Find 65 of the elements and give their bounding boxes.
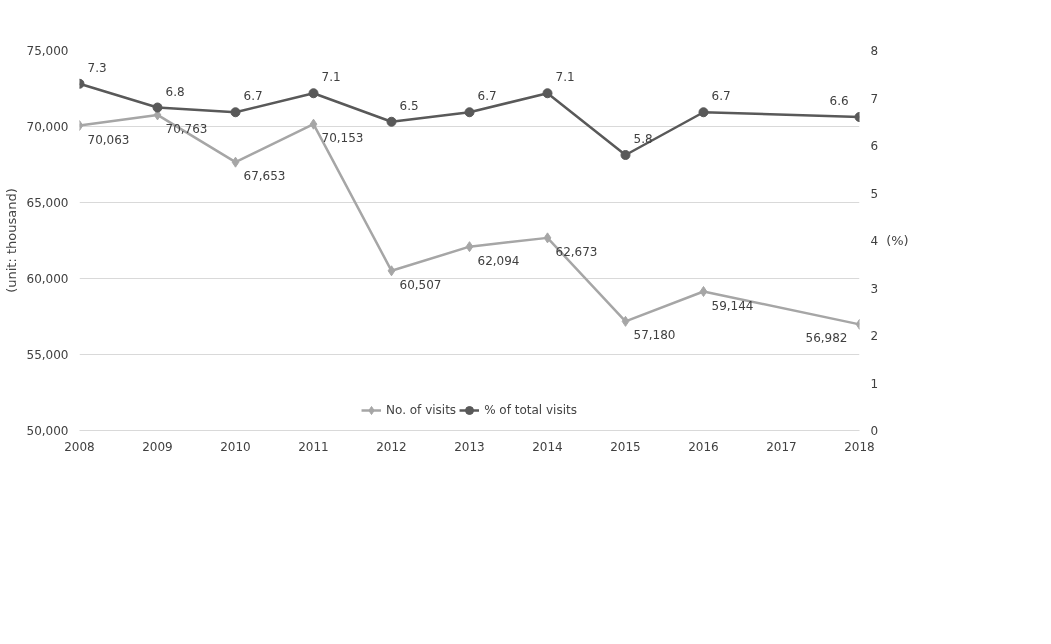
data-label: 6.7 xyxy=(711,89,731,104)
point xyxy=(698,107,709,118)
point xyxy=(542,88,553,99)
data-label: 57,180 xyxy=(633,328,676,343)
x-tick-label: 2010 xyxy=(220,439,251,454)
point xyxy=(386,116,397,127)
y-tick-label: 65,000 xyxy=(26,196,69,210)
data-label: 59,144 xyxy=(711,298,754,313)
x-tick-label: 2012 xyxy=(376,439,407,454)
x-tick-label: 2017 xyxy=(766,439,797,454)
y-tick-label: 60,000 xyxy=(26,272,69,286)
data-label: 6.6 xyxy=(829,94,849,108)
point xyxy=(230,107,241,118)
data-label: 5.8 xyxy=(633,132,653,146)
y2-tick-label: 2 xyxy=(870,329,879,343)
data-label: 62,094 xyxy=(477,253,520,268)
x-tick-label: 2013 xyxy=(454,439,485,454)
point xyxy=(308,88,319,99)
point xyxy=(543,232,552,244)
x-tick-label: 2015 xyxy=(610,439,641,454)
point xyxy=(620,150,631,160)
data-label: 7.3 xyxy=(87,60,107,75)
y-axis-title: (unit: thousand) xyxy=(3,188,19,293)
point xyxy=(152,102,163,113)
data-label: 6.5 xyxy=(399,98,419,113)
data-label: 6.7 xyxy=(243,89,263,104)
data-label: 70,063 xyxy=(87,132,130,147)
data-label: 7.1 xyxy=(555,70,575,85)
data-label: 70,153 xyxy=(321,131,364,146)
x-tick-label: 2009 xyxy=(142,439,173,454)
y2-tick-label: 8 xyxy=(870,44,879,58)
data-label: 7.1 xyxy=(321,70,341,85)
y-tick-label: 70,000 xyxy=(26,120,69,134)
point xyxy=(699,286,708,298)
y2-axis-title: (%) xyxy=(886,233,909,248)
point xyxy=(231,156,240,168)
point xyxy=(465,241,474,253)
data-label: 6.7 xyxy=(477,89,497,104)
legend-label: % of total visits xyxy=(484,403,577,417)
y-tick-label: 55,000 xyxy=(26,348,69,362)
point xyxy=(387,265,396,277)
data-label: 67,653 xyxy=(243,169,286,184)
y2-tick-label: 5 xyxy=(870,186,879,201)
y-tick-label: 75,000 xyxy=(26,44,69,58)
y-tick-label: 50,000 xyxy=(26,424,69,438)
data-label: 60,507 xyxy=(399,277,442,292)
data-label: 70,763 xyxy=(165,121,208,136)
y2-tick-label: 6 xyxy=(870,139,879,153)
y2-tick-label: 4 xyxy=(870,234,879,248)
y2-tick-label: 3 xyxy=(870,281,879,296)
y2-tick-label: 7 xyxy=(870,91,879,106)
x-tick-label: 2008 xyxy=(64,439,95,454)
y2-tick-label: 1 xyxy=(870,376,879,391)
y2-tick-label: 0 xyxy=(870,424,879,438)
point xyxy=(464,107,475,118)
point xyxy=(309,118,318,130)
data-label: 62,673 xyxy=(555,244,598,259)
data-label: 6.8 xyxy=(165,84,185,99)
point xyxy=(621,315,630,327)
x-tick-label: 2011 xyxy=(298,439,329,454)
x-tick-label: 2018 xyxy=(844,439,875,454)
x-tick-label: 2014 xyxy=(532,439,563,454)
legend-label: No. of visits xyxy=(386,403,457,417)
x-tick-label: 2016 xyxy=(688,439,719,454)
data-label: 56,982 xyxy=(805,331,848,346)
